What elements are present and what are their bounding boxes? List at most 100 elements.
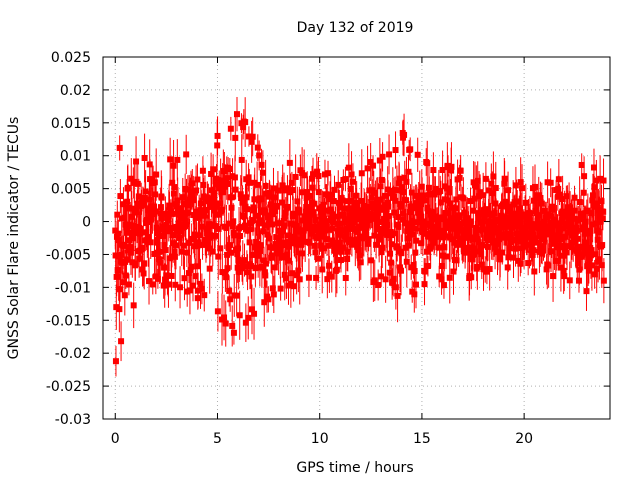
- data-point: [537, 194, 544, 201]
- data-point: [505, 254, 512, 261]
- data-point: [238, 156, 245, 163]
- data-point: [130, 302, 137, 309]
- data-point: [257, 247, 264, 254]
- data-point: [593, 177, 600, 184]
- data-point: [490, 173, 497, 180]
- data-point: [353, 199, 360, 206]
- data-point: [311, 224, 318, 231]
- data-point: [216, 200, 223, 207]
- data-point: [492, 185, 499, 192]
- data-point: [115, 273, 122, 280]
- data-point: [127, 244, 134, 251]
- data-point: [200, 181, 207, 188]
- data-point: [222, 320, 229, 327]
- data-point: [590, 164, 597, 171]
- data-point: [468, 244, 475, 251]
- data-point: [114, 211, 121, 218]
- data-point: [167, 156, 174, 163]
- data-point: [485, 229, 492, 236]
- data-point: [326, 262, 333, 269]
- data-point: [319, 266, 326, 273]
- data-point: [284, 185, 291, 192]
- data-point: [304, 225, 311, 232]
- data-point: [390, 275, 397, 282]
- data-point: [271, 244, 278, 251]
- data-point: [379, 153, 386, 160]
- data-point: [261, 209, 268, 216]
- data-point: [290, 283, 297, 290]
- data-point: [373, 241, 380, 248]
- data-point: [268, 201, 275, 208]
- data-point: [335, 199, 342, 206]
- data-point: [231, 174, 238, 181]
- data-point: [201, 212, 208, 219]
- data-point: [169, 210, 176, 217]
- data-point: [273, 234, 280, 241]
- data-point: [220, 178, 227, 185]
- data-point: [233, 292, 240, 299]
- data-point: [583, 288, 590, 295]
- data-point: [365, 217, 372, 224]
- data-point: [425, 184, 432, 191]
- data-point: [566, 277, 573, 284]
- data-point: [301, 172, 308, 179]
- data-point: [499, 249, 506, 256]
- data-point: [542, 226, 549, 233]
- data-point: [594, 236, 601, 243]
- data-point: [144, 219, 151, 226]
- data-point: [247, 226, 254, 233]
- data-point: [355, 247, 362, 254]
- data-point: [329, 225, 336, 232]
- data-point: [309, 175, 316, 182]
- data-point: [157, 210, 164, 217]
- data-point: [464, 246, 471, 253]
- data-point: [246, 239, 253, 246]
- data-point: [362, 204, 369, 211]
- data-point: [146, 196, 153, 203]
- data-point: [587, 252, 594, 259]
- data-point: [331, 186, 338, 193]
- data-point: [470, 207, 477, 214]
- data-point: [322, 227, 329, 234]
- data-point: [146, 161, 153, 168]
- data-point: [514, 230, 521, 237]
- data-point: [321, 171, 328, 178]
- data-point: [418, 183, 425, 190]
- data-point: [239, 265, 246, 272]
- data-point: [589, 221, 596, 228]
- data-point: [486, 266, 493, 273]
- data-point: [436, 233, 443, 240]
- data-point: [541, 220, 548, 227]
- data-point: [423, 220, 430, 227]
- data-point: [199, 167, 206, 174]
- data-point: [226, 166, 233, 173]
- data-point: [290, 213, 297, 220]
- data-point: [127, 249, 134, 256]
- data-point: [365, 236, 372, 243]
- data-point: [464, 215, 471, 222]
- data-point: [594, 200, 601, 207]
- data-point: [423, 248, 430, 255]
- data-point: [142, 188, 149, 195]
- data-point: [216, 185, 223, 192]
- data-point: [198, 285, 205, 292]
- data-point: [262, 272, 269, 279]
- data-point: [237, 232, 244, 239]
- data-point: [451, 239, 458, 246]
- data-point: [145, 207, 152, 214]
- data-point: [261, 269, 268, 276]
- data-point: [275, 187, 282, 194]
- data-point: [392, 197, 399, 204]
- data-point: [269, 285, 276, 292]
- data-point: [388, 232, 395, 239]
- data-point: [356, 252, 363, 259]
- data-point: [191, 234, 198, 241]
- y-tick-label: -0.015: [46, 313, 91, 329]
- data-point: [221, 314, 228, 321]
- data-point: [531, 183, 538, 190]
- data-point: [327, 196, 334, 203]
- data-point: [285, 232, 292, 239]
- data-point: [168, 253, 175, 260]
- data-point: [337, 226, 344, 233]
- data-point: [352, 203, 359, 210]
